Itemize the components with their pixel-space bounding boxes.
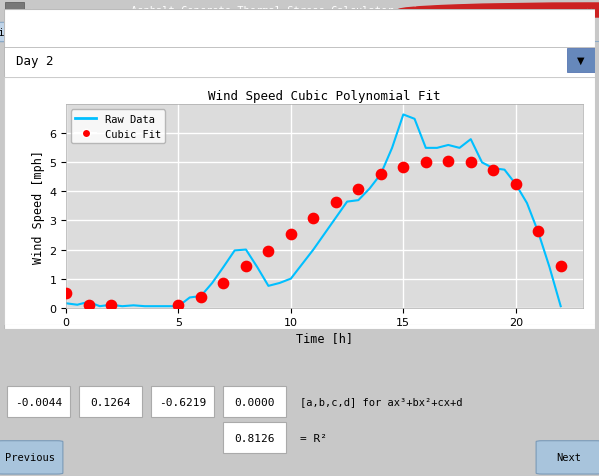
Bar: [79, 386, 143, 417]
Text: Day 2: Day 2: [16, 54, 53, 68]
Text: 0.1264: 0.1264: [90, 397, 131, 407]
FancyBboxPatch shape: [0, 441, 63, 474]
Bar: [5, 3, 24, 19]
Text: ▲: ▲: [521, 7, 528, 15]
FancyBboxPatch shape: [536, 441, 599, 474]
Text: Previous: Previous: [5, 452, 55, 462]
Text: ─: ─: [543, 6, 549, 16]
Text: Next: Next: [556, 452, 582, 462]
Text: Asphalt Concrete Thermal Stress Calculator - ACTS-CALC: Asphalt Concrete Thermal Stress Calculat…: [131, 6, 468, 16]
Bar: [223, 422, 286, 454]
Text: [a,b,c,d] for ax³+bx²+cx+d: [a,b,c,d] for ax³+bx²+cx+d: [300, 397, 462, 407]
Text: -0.0044: -0.0044: [16, 397, 62, 407]
Circle shape: [398, 4, 599, 18]
FancyBboxPatch shape: [0, 23, 144, 42]
Bar: [223, 386, 286, 417]
Text: ✕: ✕: [586, 7, 593, 15]
Text: = R²: = R²: [300, 433, 326, 443]
Text: 0.0000: 0.0000: [234, 397, 275, 407]
Bar: [567, 49, 595, 73]
Text: +: +: [28, 6, 34, 16]
Text: -0.6219: -0.6219: [159, 397, 206, 407]
Text: ↺: ↺: [564, 7, 571, 15]
Text: Wind Speed Approximation: Wind Speed Approximation: [0, 28, 143, 38]
Text: 0.8126: 0.8126: [234, 433, 275, 443]
Text: ▼: ▼: [577, 56, 585, 66]
Bar: [151, 386, 214, 417]
Bar: [8, 386, 71, 417]
